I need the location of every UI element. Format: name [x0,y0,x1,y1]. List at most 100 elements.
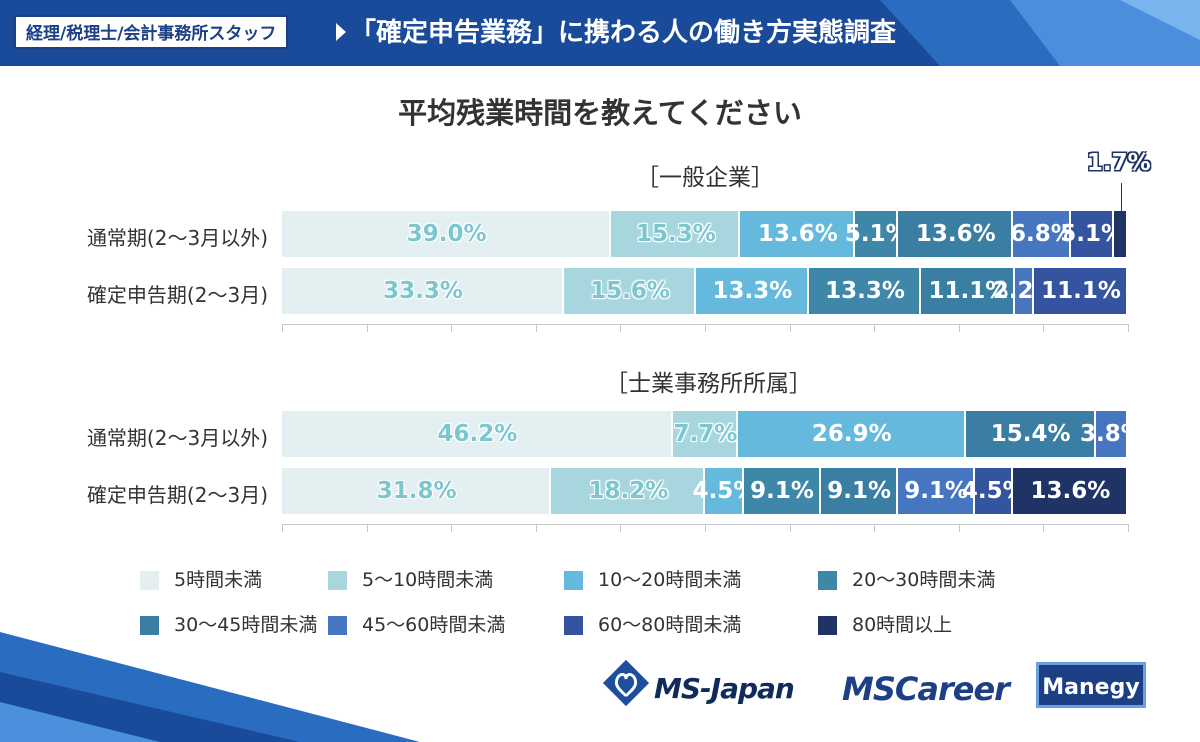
bar-segment [1015,268,1034,314]
row-label: 通常期(2〜3月以外) [86,226,268,250]
leader-line [1120,183,1122,211]
legend-swatch [818,616,837,635]
data-label: 9.1% [904,478,969,504]
bar-segment [965,411,1096,457]
bar-segment [551,468,706,514]
legend-label: 20〜30時間未満 [852,569,996,591]
data-label: 13.6% [1030,478,1111,504]
bar-segment [611,211,741,257]
x-axis-tick [1043,524,1045,532]
question-title: 平均残業時間を教えてください [398,96,802,130]
x-axis-tick [366,324,368,332]
legend-item: 10〜20時間未満 [564,568,784,592]
survey-title: 「確定申告業務」に携わる人の働き方実態調査 [350,18,897,48]
ms-japan-logo-icon [602,659,650,707]
x-axis-tick [451,524,453,532]
data-label: 9.1% [750,478,814,504]
legend-item: 80時間以上 [818,613,1038,637]
bar-segment [564,268,697,314]
data-label: 18.2% [588,478,669,504]
tag-arrow-icon [336,23,346,41]
legend-item: 60〜80時間未満 [564,613,784,637]
bar-segment [740,211,856,257]
data-label: 1.7% [1086,150,1151,176]
legend-label: 80時間以上 [852,614,953,636]
header-banner [0,0,1200,66]
legend-swatch [140,571,159,590]
x-axis-tick [958,524,960,532]
legend-item: 20〜30時間未満 [818,568,1038,592]
legend-label: 45〜60時間未満 [362,614,506,636]
x-axis-tick [535,324,537,332]
bar-segment [921,268,1016,314]
legend-label: 30〜45時間未満 [174,614,318,636]
header-tag: 経理/税理士/会計事務所スタッフ [14,15,289,49]
x-axis-tick [1128,524,1129,532]
legend-item: 5時間未満 [140,568,360,592]
bar-segment [1012,468,1128,514]
data-label: 11.1% [1041,278,1121,304]
ms-career-logo: MSCareer [842,670,1010,708]
data-label: 11.1% [928,278,1009,304]
data-label: 33.3% [383,278,463,304]
data-label: 5.1% [844,221,909,247]
legend-swatch [328,571,347,590]
row-label: 確定申告期(2〜3月) [86,283,268,307]
legend-label: 5〜10時間未満 [362,569,494,591]
section-title: ［士業事務所所属］ [605,371,812,397]
bar-segment [672,411,738,457]
data-label: 26.9% [811,421,892,447]
legend-swatch [818,571,837,590]
bar-segment [282,268,564,314]
data-label: 13.3% [825,278,905,304]
bar-segment [696,268,809,314]
legend-swatch [564,616,583,635]
x-axis-tick [535,524,537,532]
bar-segment [855,211,899,257]
legend-label: 60〜80時間未満 [598,614,742,636]
row-label: 確定申告期(2〜3月) [86,483,268,507]
legend-label: 5時間未満 [174,569,263,591]
row-label: 通常期(2〜3月以外) [86,426,268,450]
legend-swatch [328,616,347,635]
data-label: 3.8% [1080,421,1144,447]
x-axis-tick [620,524,622,532]
data-label: 13.3% [712,278,793,304]
legend-swatch [140,616,159,635]
x-axis-tick [958,324,960,332]
bar-segment [737,411,966,457]
legend-swatch [564,571,583,590]
data-label: 7.7% [673,421,738,447]
x-axis-tick [282,324,283,332]
legend-item: 30〜45時間未満 [140,613,360,637]
legend-label: 10〜20時間未満 [598,569,742,591]
data-label: 13.6% [915,221,996,247]
section-title: ［一般企業］ [636,165,774,191]
bar-segment [1113,211,1128,257]
data-label: 15.4% [990,421,1071,447]
bar-segment [705,468,744,514]
x-axis-tick [1128,324,1129,332]
corner-decoration [0,632,420,742]
bar-segment [282,211,612,257]
data-label: 15.3% [635,221,716,247]
x-axis-tick [705,524,706,532]
data-label: 13.6% [757,221,838,247]
bar-segment [1070,211,1114,257]
bar-segment [282,468,552,514]
x-axis-tick [1043,324,1045,332]
bar-segment [808,268,922,314]
bar-segment [820,468,898,514]
data-label: 6.8% [1009,221,1074,247]
bar-segment [974,468,1013,514]
x-axis-tick [366,524,368,532]
x-axis-tick [620,324,622,332]
x-axis-tick [705,324,706,332]
bar-segment [1034,268,1128,314]
data-label: 15.6% [590,278,670,304]
legend-item: 45〜60時間未満 [328,613,548,637]
x-axis-tick [789,324,791,332]
bar-segment [898,211,1014,257]
data-label: 9.1% [827,478,892,504]
